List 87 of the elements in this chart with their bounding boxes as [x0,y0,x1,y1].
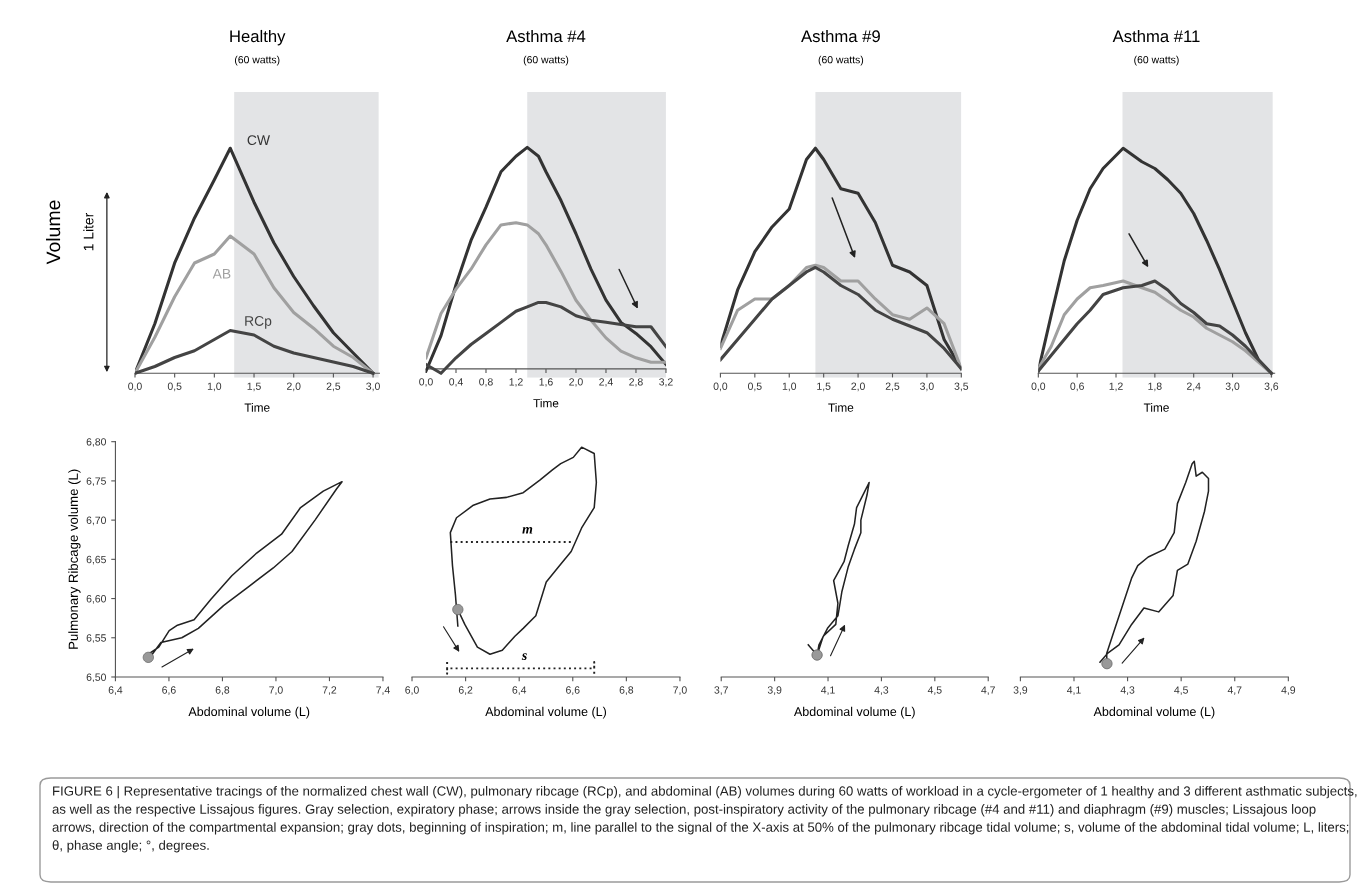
x-tick-label: 1,0 [207,382,222,392]
y-axis-title: Volume [45,200,61,265]
x-tick-label: 2,8 [629,378,643,387]
x-tick-label: 7,0 [269,686,283,695]
x-tick-label: 3,0 [1225,382,1240,392]
y-tick-label: 6,50 [86,673,106,683]
x-tick-label: 0,4 [449,378,463,387]
y-tick-label: 6,80 [86,438,106,447]
x-tick-label: 4,3 [874,686,889,695]
annotation: s [521,653,527,660]
y-axis-title: Pulmonary Ribcage volume (L) [68,469,81,649]
x-tick-label: 1,0 [782,382,797,392]
x-tick-label: 4,3 [1120,686,1135,695]
caption: FIGURE 6 | Representative tracings of the normalized chest wall (CW), pulmonary ribcage (RCp), and abdominal (AB) volumes during 60 watts of workload in a cycle-ergometer of 1 healthy and 3 different asthmatic subjects, as well as the respective Lissajous figures. Gray selection, expiratory phase; arrows inside the gray selection, post-inspiratory activity of the pulmonary ribcage (#4 and #11) and diaphragm (#9) muscles; Lissajous loop arrows, direction of the compartmental expansion; gray dots, beginning of inspiration; m, line parallel to the signal of the X-axis at 50% of the pulmonary ribcage tidal volume; s, volume of the abdominal tidal volume; L, liters; θ, phase angle; °, degrees. [52,786,1357,853]
x-axis-title: Time [828,403,854,412]
x-tick-label: 6,8 [215,686,230,695]
chart-subtitle: (60 watts) [818,55,864,66]
x-tick-label: 3,6 [1264,382,1279,392]
x-tick-label: 7,2 [322,686,337,695]
x-axis-title: Time [1143,403,1169,412]
series-label: CW [247,135,270,146]
x-tick-label: 1,6 [539,378,553,387]
x-tick-label: 3,0 [920,382,934,392]
x-tick-label: 3,0 [366,382,380,392]
x-tick-label: 7,4 [376,686,390,695]
x-tick-label: 2,0 [851,382,865,392]
x-tick-label: 1,2 [1109,382,1123,392]
y-tick-label: 6,65 [86,555,106,565]
x-tick-label: 6,8 [619,686,634,695]
x-tick-label: 4,5 [1174,686,1188,695]
x-tick-label: 4,1 [821,686,835,695]
x-tick-label: 6,0 [405,686,419,695]
x-tick-label: 0,8 [479,378,493,387]
x-axis-title: Abdominal volume (L) [793,706,915,719]
chart-title: Asthma #11 [1112,29,1200,43]
x-tick-label: 2,4 [1186,382,1201,392]
x-tick-label: 2,4 [599,378,613,387]
x-axis-title: Time [533,398,559,408]
y-tick-label: 6,55 [86,634,106,643]
x-tick-label: 0,6 [1070,382,1084,392]
y-tick-label: 6,75 [86,477,106,486]
annotation: m [522,527,533,534]
x-tick-label: 7,0 [673,686,687,695]
text: 1 Liter [83,212,94,251]
x-tick-label: 6,6 [566,686,580,695]
y-tick-label: 6,60 [86,595,106,604]
series-label: RCp [245,316,272,329]
x-tick-label: 1,5 [817,382,831,392]
x-tick-label: 0,5 [167,382,182,392]
x-tick-label: 4,7 [1227,686,1242,695]
x-tick-label: 1,2 [509,378,523,387]
x-tick-label: 3,5 [954,382,969,392]
x-tick-label: 3,7 [714,686,728,695]
x-tick-label: 2,5 [885,382,900,392]
x-tick-label: 4,9 [1281,686,1296,695]
x-axis-title: Time [244,403,270,412]
series-label: AB [212,268,231,279]
x-tick-label: 1,8 [1148,382,1162,392]
chart-subtitle: (60 watts) [1134,55,1179,66]
x-tick-label: 0,5 [748,382,762,392]
x-tick-label: 0,0 [128,382,142,392]
x-tick-label: 1,5 [247,382,261,392]
y-tick-label: 6,70 [86,516,106,526]
x-tick-label: 0,0 [419,378,433,387]
x-tick-label: 4,1 [1066,686,1081,695]
x-axis-title: Abdominal volume (L) [1093,706,1215,719]
x-tick-label: 3,9 [1013,686,1028,695]
x-tick-label: 4,5 [927,686,942,695]
x-axis-title: Abdominal volume (L) [485,706,606,719]
x-tick-label: 2,5 [326,382,341,392]
x-tick-label: 6,2 [458,686,473,695]
x-tick-label: 2,0 [569,378,583,387]
x-tick-label: 3,9 [767,686,782,695]
x-tick-label: 0,0 [713,382,728,392]
chart-subtitle: (60 watts) [234,55,280,66]
x-tick-label: 6,6 [162,686,176,695]
chart-subtitle: (60 watts) [523,55,569,66]
x-tick-label: 2,0 [287,382,301,392]
x-tick-label: 0,0 [1031,382,1046,392]
chart-title: Asthma #9 [801,29,880,43]
x-axis-title: Abdominal volume (L) [188,706,310,719]
x-tick-label: 3,2 [659,378,673,387]
chart-title: Healthy [230,29,286,46]
chart-title: Asthma #4 [506,29,586,43]
x-tick-label: 6,4 [512,686,527,695]
x-tick-label: 4,7 [981,686,995,695]
x-tick-label: 6,4 [108,686,123,695]
